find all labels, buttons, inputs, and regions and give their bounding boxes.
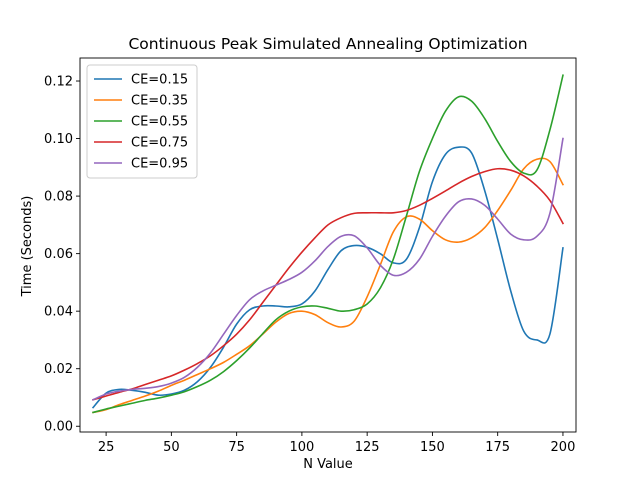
series-layer bbox=[91, 74, 565, 414]
x-tick-label: 150 bbox=[420, 440, 445, 455]
plot-frame bbox=[79, 57, 577, 433]
series-line-3 bbox=[92, 74, 564, 414]
legend-label: CE=0.35 bbox=[131, 94, 188, 109]
x-tick-label: 50 bbox=[163, 440, 180, 455]
y-tick-label: 0.04 bbox=[44, 305, 73, 320]
x-axis-title: N Value bbox=[303, 457, 353, 472]
legend-box bbox=[86, 64, 198, 179]
x-tick-label: 75 bbox=[228, 440, 245, 455]
legend: CE=0.15 CE=0.35 CE=0.55 CE=0.75 CE=0.95 bbox=[86, 64, 198, 179]
x-tick-label: 200 bbox=[551, 440, 576, 455]
series-line-2 bbox=[92, 157, 565, 414]
legend-label: CE=0.15 bbox=[131, 73, 188, 88]
y-tick-label: 0.06 bbox=[44, 247, 73, 262]
legend-label: CE=0.55 bbox=[131, 115, 188, 130]
x-tick-label: 25 bbox=[98, 440, 115, 455]
axes-layer: 25 50 75 100 125 150 175 200 0.00 0.02 0.04 0.06 0.0… bbox=[44, 57, 577, 455]
legend-label: CE=0.75 bbox=[131, 136, 188, 151]
y-tick-label: 0.12 bbox=[44, 75, 73, 90]
legend-label: CE=0.95 bbox=[131, 157, 188, 172]
y-tick-label: 0.02 bbox=[44, 362, 73, 377]
x-tick-label: 100 bbox=[289, 440, 314, 455]
y-tick-label: 0.10 bbox=[44, 132, 73, 147]
series-line-1 bbox=[91, 146, 564, 409]
series-line-4 bbox=[92, 167, 565, 401]
y-tick-label: 0.08 bbox=[44, 190, 73, 205]
y-axis-title: Time (Seconds) bbox=[20, 196, 35, 298]
y-tick-label: 0.00 bbox=[44, 420, 73, 435]
x-tick-label: 125 bbox=[355, 440, 380, 455]
chart-title: Continuous Peak Simulated Annealing Opti… bbox=[128, 35, 527, 53]
series-line-5 bbox=[91, 137, 564, 401]
x-tick-label: 175 bbox=[485, 440, 510, 455]
